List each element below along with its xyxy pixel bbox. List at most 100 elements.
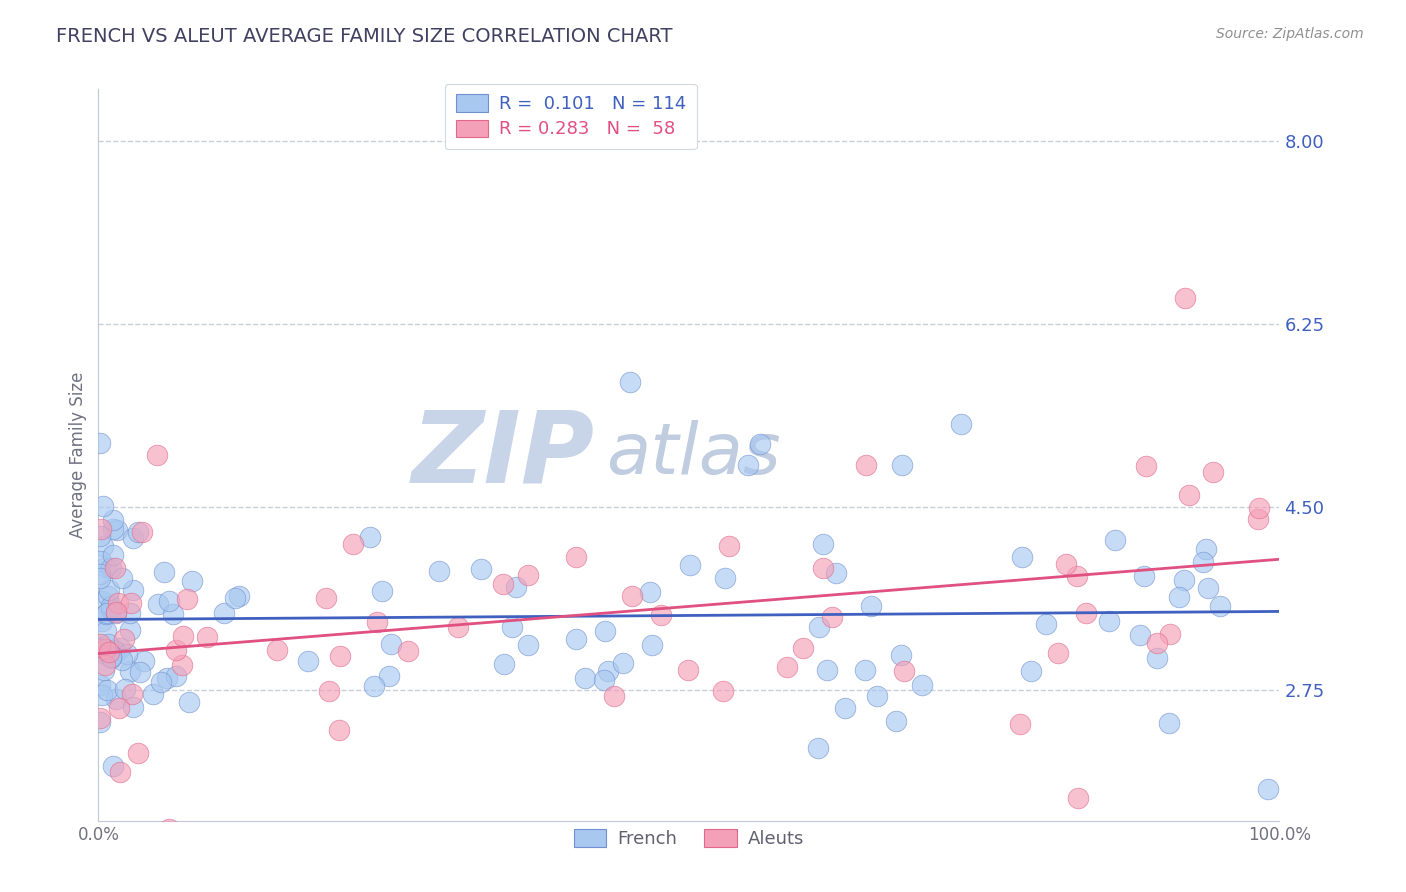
Point: [593, 673, 616, 687]
Point: [807, 620, 830, 634]
Point: [89, 637, 111, 651]
Point: [1195, 541, 1218, 556]
Point: [93, 663, 115, 677]
Point: [170, 658, 193, 673]
Y-axis label: Average Family Size: Average Family Size: [69, 372, 87, 538]
Point: [162, 607, 184, 622]
Point: [603, 689, 626, 703]
Point: [97, 645, 120, 659]
Point: [329, 649, 352, 664]
Point: [593, 624, 616, 639]
Point: [565, 549, 588, 564]
Point: [641, 638, 664, 652]
Point: [96, 607, 118, 621]
Point: [228, 590, 250, 604]
Point: [172, 629, 194, 643]
Point: [711, 684, 734, 698]
Point: [824, 566, 846, 580]
Point: [93, 658, 115, 673]
Point: [101, 513, 124, 527]
Point: [97, 637, 120, 651]
Point: [110, 653, 132, 667]
Point: [1173, 573, 1195, 587]
Point: [121, 583, 143, 598]
Point: [177, 695, 200, 709]
Point: [1146, 636, 1168, 650]
Point: [96, 607, 118, 622]
Text: FRENCH VS ALEUT AVERAGE FAMILY SIZE CORRELATION CHART: FRENCH VS ALEUT AVERAGE FAMILY SIZE CORR…: [56, 27, 672, 45]
Point: [97, 589, 120, 603]
Point: [89, 529, 111, 543]
Point: [115, 647, 138, 661]
Point: [638, 585, 661, 599]
Point: [1167, 590, 1189, 604]
Point: [165, 669, 187, 683]
Point: [517, 638, 540, 652]
Point: [318, 684, 340, 698]
Point: [127, 747, 149, 761]
Point: [447, 620, 470, 634]
Point: [91, 499, 114, 513]
Point: [378, 669, 401, 683]
Point: [612, 657, 634, 671]
Point: [146, 448, 169, 462]
Point: [1192, 555, 1215, 569]
Point: [491, 577, 513, 591]
Point: [1159, 716, 1181, 731]
Point: [100, 599, 122, 614]
Point: [89, 571, 111, 585]
Point: [598, 664, 620, 678]
Point: [157, 822, 180, 837]
Point: [90, 522, 112, 536]
Point: [89, 678, 111, 692]
Point: [120, 597, 142, 611]
Point: [949, 417, 972, 431]
Point: [89, 646, 111, 660]
Point: [195, 630, 218, 644]
Point: [811, 537, 834, 551]
Point: [717, 539, 740, 553]
Point: [494, 657, 516, 671]
Point: [101, 548, 124, 562]
Point: [212, 606, 235, 620]
Point: [359, 531, 381, 545]
Point: [91, 539, 114, 553]
Point: [89, 567, 111, 582]
Point: [1066, 569, 1088, 583]
Point: [342, 537, 364, 551]
Point: [1178, 488, 1201, 502]
Point: [266, 643, 288, 657]
Point: [1249, 501, 1271, 516]
Point: [505, 580, 527, 594]
Point: [807, 740, 830, 755]
Point: [131, 524, 153, 539]
Point: [122, 699, 145, 714]
Point: [1035, 617, 1057, 632]
Point: [1054, 557, 1077, 571]
Point: [122, 531, 145, 545]
Point: [104, 605, 127, 619]
Point: [737, 458, 759, 473]
Point: [297, 654, 319, 668]
Point: [1133, 568, 1156, 582]
Point: [100, 602, 122, 616]
Point: [815, 663, 838, 677]
Point: [127, 525, 149, 540]
Point: [893, 664, 915, 678]
Point: [366, 615, 388, 630]
Point: [890, 458, 912, 473]
Point: [396, 644, 419, 658]
Text: ZIP: ZIP: [412, 407, 595, 503]
Point: [128, 665, 150, 679]
Point: [155, 672, 177, 686]
Point: [103, 643, 125, 657]
Point: [371, 584, 394, 599]
Point: [860, 599, 883, 614]
Point: [1046, 646, 1069, 660]
Point: [89, 435, 111, 450]
Point: [90, 688, 112, 702]
Point: [150, 675, 173, 690]
Point: [94, 559, 117, 574]
Point: [118, 623, 141, 637]
Point: [90, 554, 112, 568]
